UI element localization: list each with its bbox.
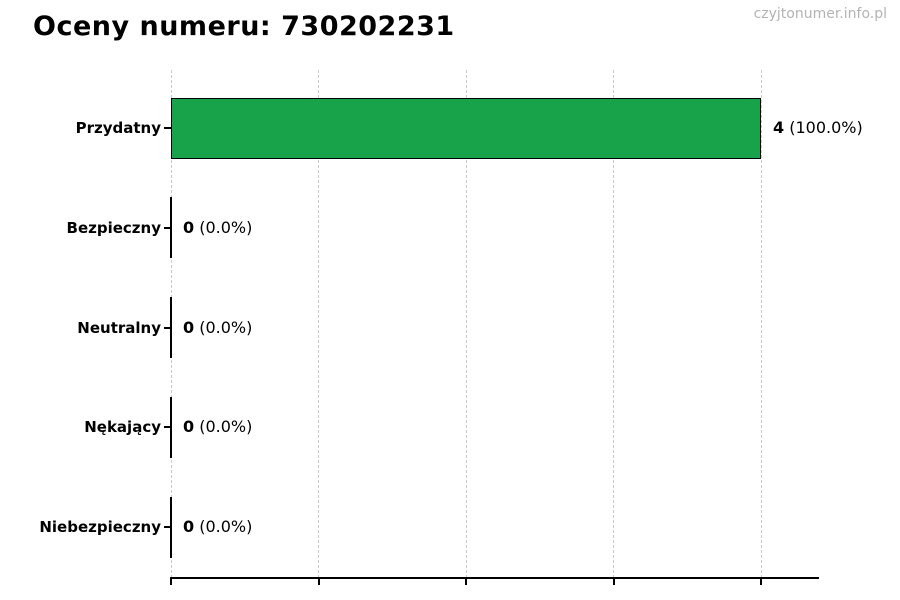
- x-axis-tick: [612, 578, 615, 585]
- x-gridline: [613, 70, 614, 578]
- x-axis-tick: [317, 578, 320, 585]
- category-label: Niebezpieczny: [39, 518, 161, 536]
- value-percent: (0.0%): [194, 417, 253, 437]
- bar: [170, 197, 172, 259]
- y-axis-tick: [164, 526, 171, 528]
- value-percent: (100.0%): [784, 118, 863, 137]
- value-count: 0: [183, 317, 195, 337]
- x-gridline: [318, 70, 319, 578]
- x-axis-line: [170, 577, 819, 579]
- value-count: 4: [773, 118, 785, 137]
- bar: [170, 297, 172, 358]
- value-percent: (0.0%): [194, 317, 253, 337]
- value-count: 0: [183, 417, 195, 437]
- x-gridline: [760, 70, 762, 578]
- value-count: 0: [183, 517, 195, 536]
- y-axis-tick: [164, 226, 171, 229]
- bar: [170, 496, 172, 558]
- category-label: Nękający: [84, 418, 161, 437]
- x-axis-tick: [170, 578, 172, 585]
- y-axis-tick: [164, 326, 171, 329]
- x-gridline: [465, 70, 467, 578]
- bar: [171, 97, 761, 159]
- bar: [170, 396, 172, 458]
- value-percent: (0.0%): [194, 517, 253, 536]
- page-title: Oceny numeru: 730202231: [33, 11, 455, 42]
- category-label: Bezpieczny: [66, 218, 161, 237]
- x-axis-tick: [465, 578, 467, 585]
- y-axis-tick: [164, 127, 171, 129]
- category-label: Neutralny: [77, 318, 161, 337]
- x-axis-tick: [760, 578, 762, 585]
- category-label: Przydatny: [75, 119, 161, 137]
- value-label: 0 (0.0%): [183, 516, 252, 538]
- value-label: 4 (100.0%): [773, 117, 863, 139]
- watermark: czyjtonumer.info.pl: [753, 6, 887, 22]
- value-percent: (0.0%): [194, 217, 253, 237]
- value-label: 0 (0.0%): [183, 416, 252, 438]
- value-count: 0: [183, 217, 195, 237]
- y-axis-tick: [164, 426, 171, 429]
- value-label: 0 (0.0%): [183, 317, 252, 339]
- value-label: 0 (0.0%): [183, 217, 252, 239]
